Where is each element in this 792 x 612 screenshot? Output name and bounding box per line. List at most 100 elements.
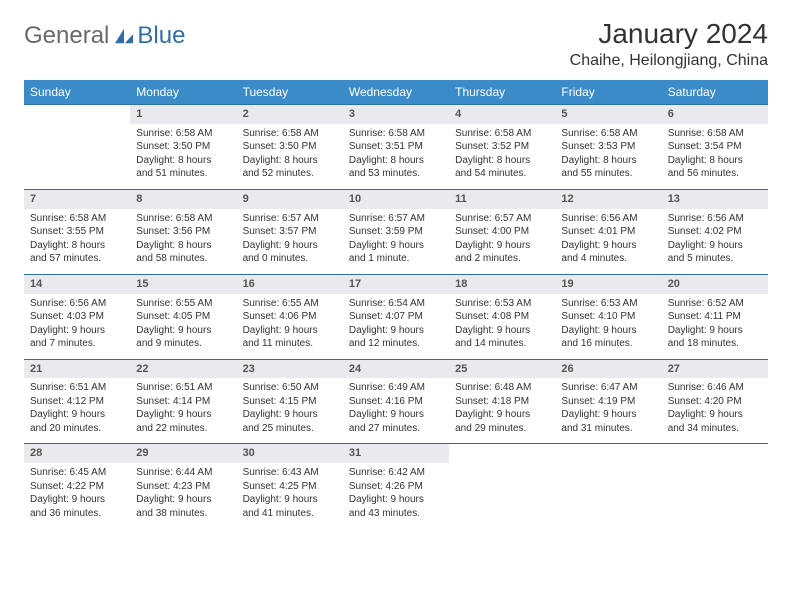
- daylight-text: Daylight: 9 hours and 36 minutes.: [30, 493, 124, 520]
- day-number: 28: [24, 443, 130, 463]
- day-number: 16: [237, 274, 343, 294]
- sunset-text: Sunset: 4:20 PM: [668, 395, 762, 409]
- calendar-day-cell: 4Sunrise: 6:58 AMSunset: 3:52 PMDaylight…: [449, 104, 555, 189]
- sunrise-text: Sunrise: 6:51 AM: [136, 381, 230, 395]
- calendar-week-row: 28Sunrise: 6:45 AMSunset: 4:22 PMDayligh…: [24, 443, 768, 528]
- day-body: Sunrise: 6:55 AMSunset: 4:06 PMDaylight:…: [237, 294, 343, 359]
- calendar-empty-cell: [24, 104, 130, 189]
- day-body: [555, 463, 661, 525]
- calendar-day-cell: 31Sunrise: 6:42 AMSunset: 4:26 PMDayligh…: [343, 443, 449, 528]
- calendar-day-cell: 28Sunrise: 6:45 AMSunset: 4:22 PMDayligh…: [24, 443, 130, 528]
- sunrise-text: Sunrise: 6:43 AM: [243, 466, 337, 480]
- calendar-day-cell: 26Sunrise: 6:47 AMSunset: 4:19 PMDayligh…: [555, 359, 661, 444]
- daylight-text: Daylight: 9 hours and 41 minutes.: [243, 493, 337, 520]
- day-body: Sunrise: 6:58 AMSunset: 3:54 PMDaylight:…: [662, 124, 768, 189]
- sunrise-text: Sunrise: 6:56 AM: [30, 297, 124, 311]
- calendar-empty-cell: [555, 443, 661, 528]
- day-number: 11: [449, 189, 555, 209]
- day-body: Sunrise: 6:44 AMSunset: 4:23 PMDaylight:…: [130, 463, 236, 528]
- weekday-header: Sunday: [24, 80, 130, 104]
- sunrise-text: Sunrise: 6:57 AM: [349, 212, 443, 226]
- daylight-text: Daylight: 9 hours and 18 minutes.: [668, 324, 762, 351]
- sunrise-text: Sunrise: 6:58 AM: [668, 127, 762, 141]
- day-number: 22: [130, 359, 236, 379]
- day-number: 23: [237, 359, 343, 379]
- sunrise-text: Sunrise: 6:45 AM: [30, 466, 124, 480]
- sunset-text: Sunset: 4:01 PM: [561, 225, 655, 239]
- day-body: Sunrise: 6:43 AMSunset: 4:25 PMDaylight:…: [237, 463, 343, 528]
- calendar-day-cell: 21Sunrise: 6:51 AMSunset: 4:12 PMDayligh…: [24, 359, 130, 444]
- sunset-text: Sunset: 4:11 PM: [668, 310, 762, 324]
- sunrise-text: Sunrise: 6:46 AM: [668, 381, 762, 395]
- day-number: [449, 443, 555, 463]
- sunrise-text: Sunrise: 6:48 AM: [455, 381, 549, 395]
- day-number: 15: [130, 274, 236, 294]
- sunset-text: Sunset: 3:57 PM: [243, 225, 337, 239]
- sunrise-text: Sunrise: 6:54 AM: [349, 297, 443, 311]
- sunset-text: Sunset: 4:23 PM: [136, 480, 230, 494]
- day-number: 13: [662, 189, 768, 209]
- daylight-text: Daylight: 8 hours and 57 minutes.: [30, 239, 124, 266]
- sunset-text: Sunset: 4:15 PM: [243, 395, 337, 409]
- sunrise-text: Sunrise: 6:42 AM: [349, 466, 443, 480]
- day-number: 26: [555, 359, 661, 379]
- daylight-text: Daylight: 9 hours and 9 minutes.: [136, 324, 230, 351]
- sunset-text: Sunset: 4:02 PM: [668, 225, 762, 239]
- day-number: 9: [237, 189, 343, 209]
- day-body: Sunrise: 6:53 AMSunset: 4:10 PMDaylight:…: [555, 294, 661, 359]
- daylight-text: Daylight: 9 hours and 43 minutes.: [349, 493, 443, 520]
- calendar-body: 1Sunrise: 6:58 AMSunset: 3:50 PMDaylight…: [24, 104, 768, 528]
- day-body: Sunrise: 6:58 AMSunset: 3:50 PMDaylight:…: [130, 124, 236, 189]
- day-body: Sunrise: 6:58 AMSunset: 3:52 PMDaylight:…: [449, 124, 555, 189]
- sunrise-text: Sunrise: 6:58 AM: [136, 127, 230, 141]
- daylight-text: Daylight: 9 hours and 11 minutes.: [243, 324, 337, 351]
- day-body: Sunrise: 6:54 AMSunset: 4:07 PMDaylight:…: [343, 294, 449, 359]
- weekday-header: Thursday: [449, 80, 555, 104]
- daylight-text: Daylight: 8 hours and 55 minutes.: [561, 154, 655, 181]
- day-number: 27: [662, 359, 768, 379]
- day-body: Sunrise: 6:57 AMSunset: 4:00 PMDaylight:…: [449, 209, 555, 274]
- day-body: Sunrise: 6:47 AMSunset: 4:19 PMDaylight:…: [555, 378, 661, 443]
- calendar-day-cell: 7Sunrise: 6:58 AMSunset: 3:55 PMDaylight…: [24, 189, 130, 274]
- calendar-week-row: 14Sunrise: 6:56 AMSunset: 4:03 PMDayligh…: [24, 274, 768, 359]
- day-body: Sunrise: 6:55 AMSunset: 4:05 PMDaylight:…: [130, 294, 236, 359]
- sunrise-text: Sunrise: 6:58 AM: [243, 127, 337, 141]
- sunrise-text: Sunrise: 6:58 AM: [30, 212, 124, 226]
- weekday-header: Monday: [130, 80, 236, 104]
- weekday-header: Wednesday: [343, 80, 449, 104]
- daylight-text: Daylight: 9 hours and 38 minutes.: [136, 493, 230, 520]
- calendar-day-cell: 6Sunrise: 6:58 AMSunset: 3:54 PMDaylight…: [662, 104, 768, 189]
- sunrise-text: Sunrise: 6:58 AM: [136, 212, 230, 226]
- day-number: 1: [130, 104, 236, 124]
- day-number: 18: [449, 274, 555, 294]
- calendar-week-row: 21Sunrise: 6:51 AMSunset: 4:12 PMDayligh…: [24, 359, 768, 444]
- sunrise-text: Sunrise: 6:50 AM: [243, 381, 337, 395]
- day-number: 17: [343, 274, 449, 294]
- brand-word-2: Blue: [137, 22, 185, 50]
- sunset-text: Sunset: 4:06 PM: [243, 310, 337, 324]
- sunrise-text: Sunrise: 6:53 AM: [455, 297, 549, 311]
- weekday-header: Tuesday: [237, 80, 343, 104]
- calendar-day-cell: 1Sunrise: 6:58 AMSunset: 3:50 PMDaylight…: [130, 104, 236, 189]
- daylight-text: Daylight: 8 hours and 56 minutes.: [668, 154, 762, 181]
- day-number: 3: [343, 104, 449, 124]
- sunrise-text: Sunrise: 6:52 AM: [668, 297, 762, 311]
- sunset-text: Sunset: 4:03 PM: [30, 310, 124, 324]
- day-body: Sunrise: 6:48 AMSunset: 4:18 PMDaylight:…: [449, 378, 555, 443]
- sunrise-text: Sunrise: 6:53 AM: [561, 297, 655, 311]
- daylight-text: Daylight: 8 hours and 54 minutes.: [455, 154, 549, 181]
- sunrise-text: Sunrise: 6:44 AM: [136, 466, 230, 480]
- sunset-text: Sunset: 3:54 PM: [668, 140, 762, 154]
- sunset-text: Sunset: 3:53 PM: [561, 140, 655, 154]
- day-body: Sunrise: 6:50 AMSunset: 4:15 PMDaylight:…: [237, 378, 343, 443]
- day-number: 19: [555, 274, 661, 294]
- calendar-day-cell: 2Sunrise: 6:58 AMSunset: 3:50 PMDaylight…: [237, 104, 343, 189]
- sunset-text: Sunset: 4:10 PM: [561, 310, 655, 324]
- calendar-week-row: 7Sunrise: 6:58 AMSunset: 3:55 PMDaylight…: [24, 189, 768, 274]
- day-body: [449, 463, 555, 525]
- sunset-text: Sunset: 3:50 PM: [243, 140, 337, 154]
- calendar-empty-cell: [449, 443, 555, 528]
- sunrise-text: Sunrise: 6:56 AM: [561, 212, 655, 226]
- sunset-text: Sunset: 3:55 PM: [30, 225, 124, 239]
- day-number: 25: [449, 359, 555, 379]
